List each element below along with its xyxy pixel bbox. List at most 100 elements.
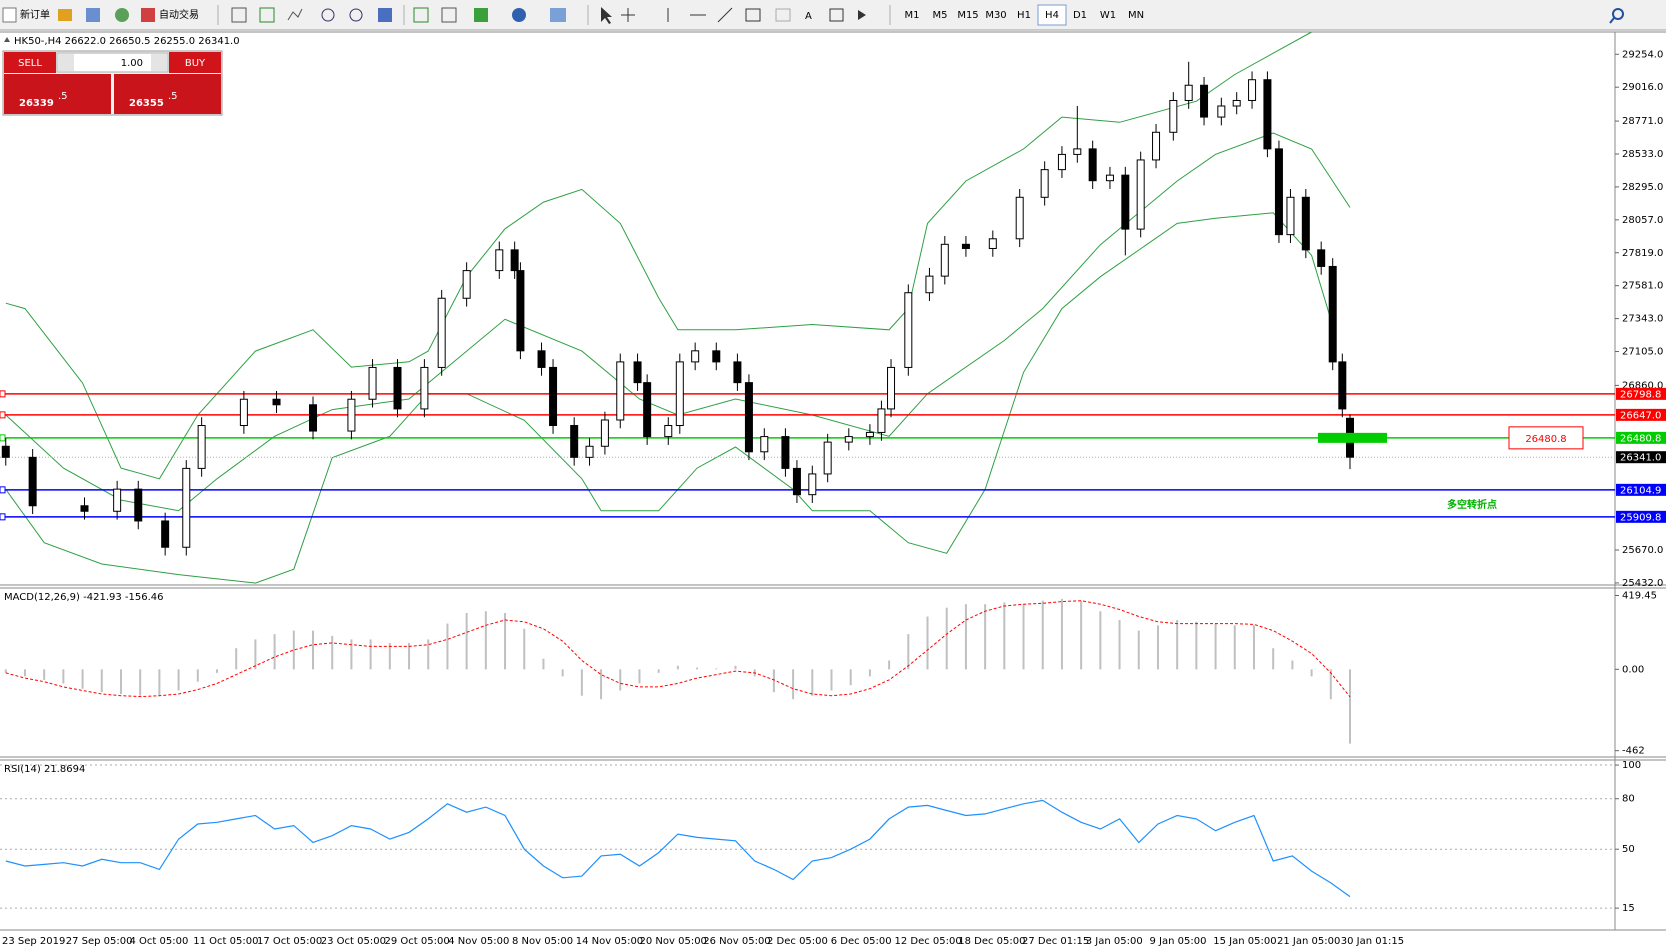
chart-header: HK50-,H4 26622.0 26650.5 26255.0 26341.0 (14, 36, 240, 47)
bar-chart-icon[interactable] (231, 7, 247, 23)
buy-price-box[interactable] (114, 74, 221, 114)
indicators-icon[interactable] (474, 8, 488, 22)
label-tool[interactable] (829, 8, 844, 22)
new-order-icon[interactable] (2, 7, 17, 23)
x-tick-label: 11 Oct 05:00 (193, 936, 258, 947)
turning-point-bar (1318, 432, 1387, 443)
y-tick-label: 27343.0 (1622, 314, 1663, 325)
timeframe-button[interactable]: M1 (905, 10, 920, 21)
macd-bar (484, 611, 487, 670)
y-tick-label: 28533.0 (1622, 149, 1663, 160)
ask-fraction[interactable]: .5 (168, 91, 178, 102)
candle-body (1184, 84, 1193, 101)
x-tick-label: 4 Oct 05:00 (130, 936, 189, 947)
candle-body (309, 404, 318, 432)
search-icon[interactable] (1612, 8, 1624, 20)
macd-bar (542, 658, 545, 670)
ask-price[interactable]: 26355 (129, 98, 164, 109)
candle-body (887, 366, 896, 410)
macd-bar (964, 604, 967, 670)
y-tick-label: 27581.0 (1622, 281, 1663, 292)
timeframe-button[interactable]: M5 (933, 10, 948, 21)
bid-fraction[interactable]: .5 (58, 91, 68, 102)
y-tick-label: 15 (1622, 903, 1635, 914)
cursor-icon[interactable] (601, 7, 612, 24)
arrows-tool[interactable] (858, 10, 866, 20)
timeframe-button[interactable]: W1 (1100, 10, 1116, 21)
zoom-out-icon[interactable] (349, 8, 363, 22)
candle-chart-icon[interactable] (259, 7, 275, 23)
periods-icon[interactable] (512, 8, 526, 22)
text-tool[interactable]: A (805, 11, 812, 22)
buy-label[interactable]: BUY (185, 58, 206, 69)
macd-bar (1080, 600, 1083, 670)
toolbar-icon[interactable] (115, 8, 129, 22)
timeframe-button[interactable]: M15 (957, 10, 978, 21)
lot-down[interactable] (58, 54, 74, 71)
buy-button[interactable] (169, 52, 221, 73)
timeframe-button[interactable]: MN (1128, 10, 1144, 21)
x-tick-label: 27 Dec 01:15 (1022, 936, 1089, 947)
candle-body (961, 243, 970, 249)
y-tick-label: 28771.0 (1622, 116, 1663, 127)
macd-bar (119, 669, 122, 694)
lot-value[interactable]: 1.00 (121, 58, 143, 69)
zoom-in-icon[interactable] (321, 8, 335, 22)
sell-button[interactable] (4, 52, 56, 73)
auto-trading-icon[interactable] (141, 8, 155, 22)
candle-body (844, 436, 853, 443)
macd-bar (868, 669, 871, 677)
search-icon[interactable] (1609, 17, 1615, 24)
macd-bar (580, 669, 583, 696)
macd-bar (1272, 648, 1275, 670)
shift-icon[interactable] (441, 7, 457, 23)
sell-price-box[interactable] (4, 74, 111, 114)
line-chart-icon[interactable] (287, 8, 303, 21)
x-tick-label: 9 Jan 05:00 (1150, 936, 1207, 947)
tile-icon[interactable] (378, 8, 392, 22)
candle-body (988, 238, 997, 249)
auto-trading-button[interactable]: 自动交易 (159, 8, 199, 21)
macd-bar (1156, 625, 1159, 670)
candle-body (437, 297, 446, 368)
macd-bar (504, 612, 507, 670)
level-price-label: 26480.8 (1620, 433, 1661, 444)
macd-bar (235, 648, 238, 670)
candle-body (495, 249, 504, 272)
toolbar-icon[interactable] (58, 9, 72, 21)
level-price-box (1616, 431, 1666, 444)
sell-label[interactable]: SELL (18, 58, 42, 69)
lot-up[interactable] (151, 54, 167, 71)
macd-bar (1118, 620, 1121, 670)
y-tick-label: 100 (1622, 760, 1641, 771)
current-price-label: 26341.0 (1620, 453, 1661, 464)
bollinger-lower (5, 212, 1332, 584)
candle-body (744, 382, 753, 453)
timeframe-button[interactable]: H1 (1017, 10, 1031, 21)
macd-bar (984, 604, 987, 670)
macd-bar (1214, 623, 1217, 670)
timeframe-button[interactable]: H4 (1045, 10, 1059, 21)
macd-bar (945, 607, 948, 670)
toolbar-icon[interactable] (86, 8, 100, 22)
indicator-title: RSI(14) 21.8694 (4, 764, 85, 775)
macd-bar (638, 669, 641, 684)
timeframe-button[interactable]: M30 (985, 10, 1006, 21)
lot-field[interactable] (56, 52, 169, 73)
timeframe-button[interactable]: D1 (1073, 10, 1087, 21)
bid-price[interactable]: 26339 (19, 98, 54, 109)
channel-icon[interactable] (745, 8, 761, 22)
macd-bar (331, 635, 334, 670)
candle-body (585, 445, 594, 458)
autoscroll-icon[interactable] (413, 7, 429, 23)
candle-body (675, 361, 684, 427)
templates-icon[interactable] (550, 8, 566, 22)
fibo-icon[interactable] (775, 8, 791, 22)
level-marker (0, 390, 6, 398)
trendline-icon[interactable] (717, 7, 733, 23)
candle-body (1286, 196, 1295, 236)
candle-body (516, 270, 525, 352)
new-order-button[interactable]: 新订单 (20, 8, 50, 21)
